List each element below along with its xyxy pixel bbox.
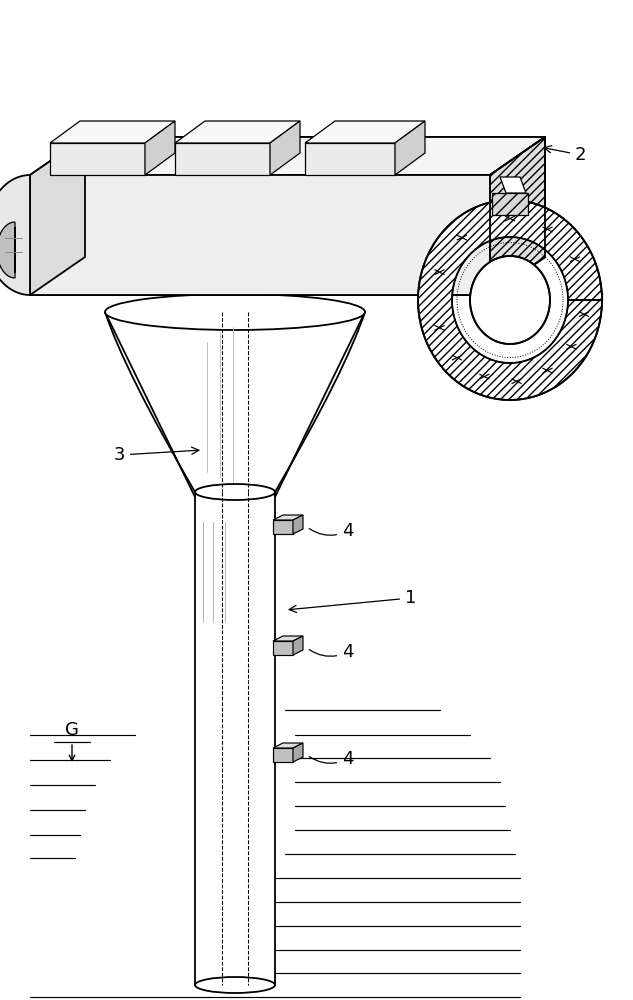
- Ellipse shape: [105, 294, 365, 330]
- Polygon shape: [273, 748, 293, 762]
- Polygon shape: [490, 137, 545, 295]
- Polygon shape: [0, 175, 30, 295]
- Polygon shape: [30, 257, 545, 295]
- Text: 4: 4: [310, 643, 353, 661]
- Polygon shape: [50, 121, 175, 143]
- Polygon shape: [418, 200, 602, 400]
- Text: 1: 1: [289, 589, 417, 613]
- Ellipse shape: [195, 484, 275, 500]
- Polygon shape: [195, 492, 275, 985]
- Text: G: G: [65, 721, 79, 739]
- Polygon shape: [395, 121, 425, 175]
- Polygon shape: [273, 641, 293, 655]
- Polygon shape: [305, 121, 425, 143]
- Polygon shape: [305, 143, 395, 175]
- Polygon shape: [492, 193, 528, 215]
- Text: 4: 4: [310, 750, 353, 768]
- Text: 3: 3: [113, 446, 199, 464]
- Polygon shape: [105, 312, 365, 497]
- Ellipse shape: [195, 977, 275, 993]
- Polygon shape: [293, 636, 303, 655]
- Polygon shape: [50, 143, 145, 175]
- Polygon shape: [490, 137, 545, 295]
- Polygon shape: [273, 515, 303, 520]
- Polygon shape: [0, 222, 15, 278]
- Polygon shape: [145, 121, 175, 175]
- Polygon shape: [175, 143, 270, 175]
- Polygon shape: [270, 121, 300, 175]
- Polygon shape: [30, 137, 545, 175]
- Polygon shape: [85, 137, 545, 257]
- Polygon shape: [500, 177, 526, 193]
- Text: 2: 2: [544, 146, 587, 164]
- Text: 4: 4: [310, 522, 353, 540]
- Polygon shape: [293, 515, 303, 534]
- Polygon shape: [30, 175, 490, 295]
- Polygon shape: [175, 121, 300, 143]
- Polygon shape: [470, 256, 550, 344]
- Polygon shape: [30, 137, 85, 295]
- Polygon shape: [273, 743, 303, 748]
- Polygon shape: [273, 520, 293, 534]
- Polygon shape: [273, 636, 303, 641]
- Polygon shape: [293, 743, 303, 762]
